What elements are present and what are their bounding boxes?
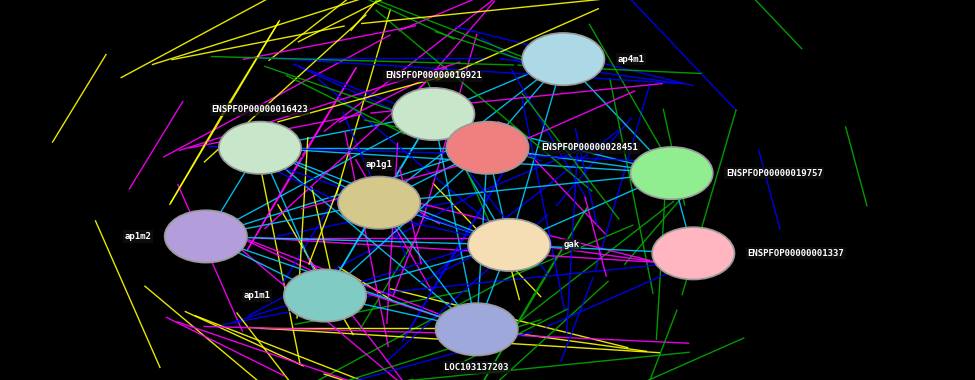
Ellipse shape [468, 219, 550, 271]
Text: ENSPFOP00000028451: ENSPFOP00000028451 [542, 143, 639, 152]
Ellipse shape [523, 33, 604, 85]
Text: ap1g1: ap1g1 [366, 160, 393, 169]
Ellipse shape [338, 176, 420, 229]
Text: ENSPFOP00000001337: ENSPFOP00000001337 [748, 249, 844, 258]
Ellipse shape [284, 269, 367, 322]
Text: ENSPFOP00000019757: ENSPFOP00000019757 [725, 169, 823, 177]
Ellipse shape [447, 122, 528, 174]
Ellipse shape [392, 88, 475, 140]
Ellipse shape [631, 147, 713, 199]
Ellipse shape [652, 227, 734, 280]
Text: ENSPFOP00000016921: ENSPFOP00000016921 [385, 71, 482, 80]
Text: ap1m1: ap1m1 [244, 291, 271, 300]
Text: gak: gak [564, 241, 579, 249]
Ellipse shape [436, 303, 518, 356]
Text: ENSPFOP00000016423: ENSPFOP00000016423 [212, 105, 308, 114]
Ellipse shape [165, 210, 247, 263]
Text: ap1m2: ap1m2 [125, 232, 152, 241]
Text: ap4m1: ap4m1 [617, 55, 644, 63]
Ellipse shape [218, 122, 301, 174]
Text: LOC103137203: LOC103137203 [445, 363, 509, 372]
